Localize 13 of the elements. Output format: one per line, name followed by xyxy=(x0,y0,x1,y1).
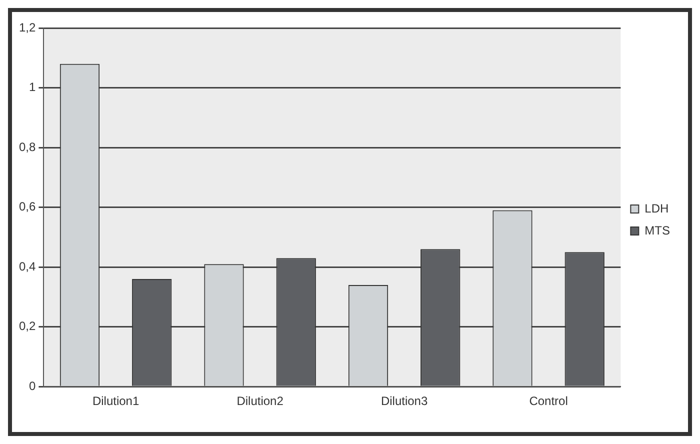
y-tick-label: 0,2 xyxy=(18,319,36,334)
y-tick-label: 0,6 xyxy=(18,200,36,214)
y-tick-label: 1,2 xyxy=(18,20,36,34)
x-tick-label: Control xyxy=(529,394,568,408)
y-tick-label: 0,8 xyxy=(18,140,36,154)
y-tick-label: 0,4 xyxy=(18,259,36,274)
x-tick-label: Dilution3 xyxy=(380,394,428,408)
legend-label: MTS xyxy=(644,223,670,238)
y-tick-label: 0 xyxy=(28,378,36,393)
x-tick-label: Dilution2 xyxy=(236,394,284,408)
x-tick-label: Dilution1 xyxy=(92,394,140,408)
y-tick-label: 1 xyxy=(28,80,36,94)
legend-label: LDH xyxy=(644,201,669,216)
